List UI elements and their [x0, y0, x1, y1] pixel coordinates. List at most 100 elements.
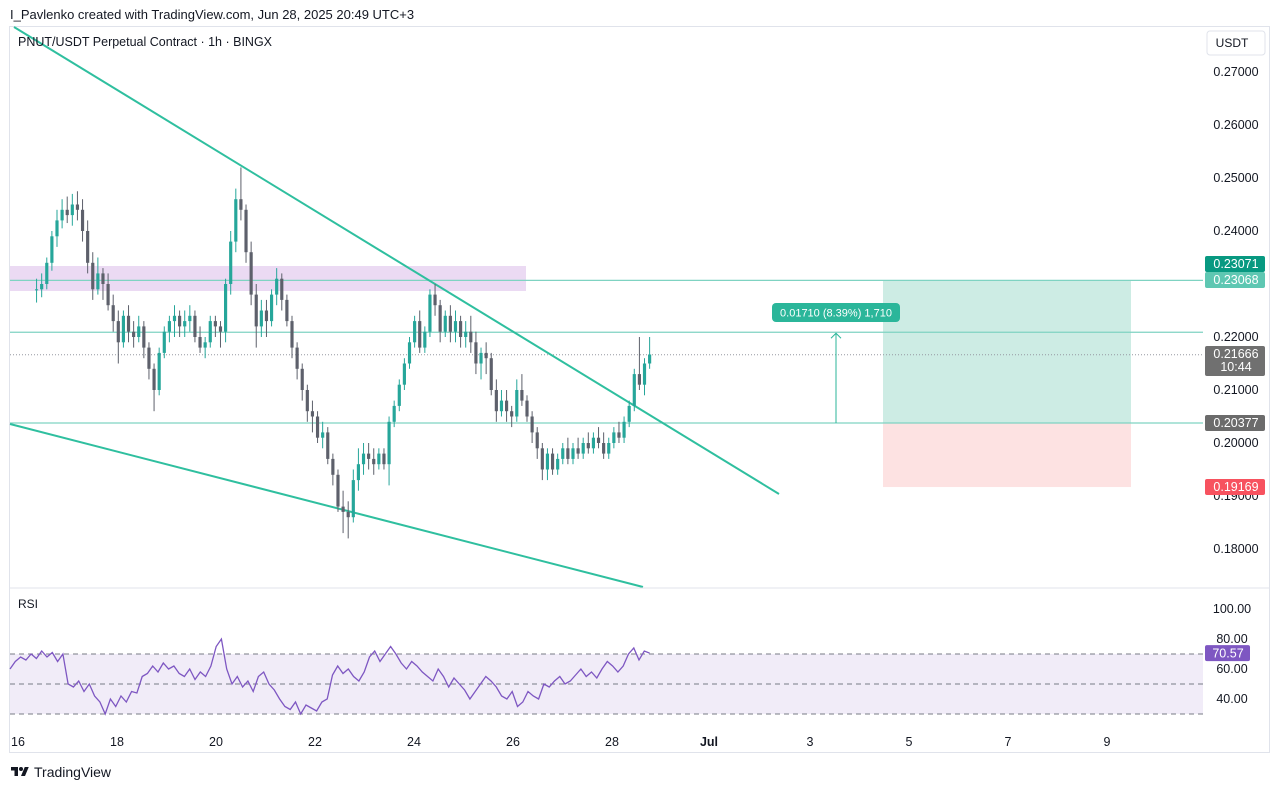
rsi-scale-label: 60.00 [1216, 662, 1247, 676]
candle-body [254, 294, 258, 327]
candle-body [305, 390, 309, 412]
measure-arrow[interactable] [830, 332, 842, 424]
candle-body [80, 209, 85, 231]
candle-body [602, 443, 606, 454]
candle-body [443, 315, 447, 332]
candle-body [126, 315, 131, 332]
candle-body [331, 458, 335, 475]
candle-body [428, 294, 432, 332]
candle-body [321, 432, 325, 438]
price-scale-label: 0.24000 [1213, 224, 1258, 238]
candle-body [550, 453, 555, 470]
candle-body [193, 315, 197, 337]
candle-body [106, 284, 110, 306]
candle-body [208, 321, 212, 343]
rsi-value-tag: 70.57 [1205, 645, 1250, 662]
candle-body [346, 511, 350, 518]
price-scale-label: 0.27000 [1213, 65, 1258, 79]
candle-body [239, 199, 243, 210]
candle-body [591, 437, 596, 449]
candle-body [540, 448, 544, 470]
candle-body [453, 321, 458, 332]
candle-body [484, 352, 488, 359]
price-scale-label: 0.18000 [1213, 542, 1258, 556]
candle-body [387, 421, 391, 465]
candle-body [275, 278, 279, 295]
price-tag-resistance [1205, 272, 1265, 288]
chart-attribution: I_Pavlenko created with TradingView.com,… [10, 7, 415, 22]
candle-body [377, 453, 381, 465]
candle-body [530, 416, 534, 433]
candle-body [392, 405, 396, 422]
time-axis-label: 26 [506, 735, 520, 749]
candle-body [178, 315, 182, 327]
currency-label: USDT [1216, 36, 1249, 50]
measure-label[interactable]: 0.01710 (8.39%) 1,710 [772, 303, 900, 322]
candle-body [290, 321, 294, 348]
time-axis-label: 16 [11, 735, 25, 749]
candle-body [75, 204, 80, 210]
candle-body [561, 448, 565, 459]
rsi-title: RSI [18, 597, 38, 611]
candle-body [596, 437, 601, 443]
symbol-title[interactable]: PNUT/USDT Perpetual Contract · 1h · BING… [18, 35, 273, 49]
candle-body [162, 331, 166, 353]
candle-body [229, 241, 233, 284]
candle-body [464, 331, 468, 337]
candle-body [341, 506, 345, 512]
candle-body [448, 315, 452, 332]
price-tag-resistance-value: 0.23068 [1213, 273, 1258, 287]
currency-button[interactable]: USDT [1206, 30, 1266, 56]
candle-body [356, 464, 361, 481]
candle-body [203, 342, 207, 348]
time-axis[interactable]: 16 18 20 22 24 26 28 Jul 3 5 7 9 [11, 735, 1110, 749]
price-scale[interactable]: 0.27000 0.26000 0.25000 0.24000 0.22000 0.210… [1213, 65, 1258, 556]
price-tag-last [1205, 346, 1265, 376]
time-axis-label: 18 [110, 735, 124, 749]
price-tag-stop-value: 0.19169 [1213, 480, 1258, 494]
candle-body [310, 411, 315, 417]
candle-body [617, 432, 621, 438]
time-axis-label: 28 [605, 735, 619, 749]
candle-body [132, 331, 136, 337]
profit-target-zone [883, 280, 1131, 424]
candle-body [474, 342, 478, 364]
candle-body [438, 305, 442, 332]
rsi-line [9, 637, 650, 716]
candle-body [642, 363, 647, 385]
time-axis-label: 3 [807, 735, 814, 749]
candle-body [397, 384, 401, 406]
upper-trendline[interactable] [13, 26, 780, 495]
candle-body [101, 273, 105, 284]
candle-body [198, 337, 202, 348]
candle-body [612, 432, 616, 443]
chart-frame [9, 26, 1270, 753]
candle-body [586, 443, 590, 449]
time-axis-label: 9 [1104, 735, 1111, 749]
candle-body [167, 321, 171, 332]
candle-body [556, 458, 560, 470]
price-tag-last-countdown: 10:44 [1220, 360, 1251, 374]
candle-body [566, 448, 570, 459]
candle-body [40, 284, 44, 290]
candle-body [372, 458, 376, 465]
candle-body [295, 347, 299, 369]
candle-body [188, 315, 192, 322]
candle-body [96, 273, 100, 290]
candle-body [459, 321, 463, 337]
tradingview-brand[interactable]: TradingView [10, 764, 111, 780]
candle-series [34, 167, 652, 539]
candle-body [423, 331, 427, 348]
candle-body [499, 400, 504, 412]
candle-body [418, 321, 422, 348]
candle-body [65, 209, 69, 216]
candle-body [45, 262, 49, 284]
candle-body [269, 294, 274, 322]
candle-body [157, 352, 161, 390]
lower-trendline[interactable] [9, 423, 644, 588]
candle-body [50, 236, 54, 263]
rsi-scale[interactable]: 100.00 80.00 60.00 40.00 [1213, 602, 1251, 706]
price-scale-label: 0.21000 [1213, 383, 1258, 397]
